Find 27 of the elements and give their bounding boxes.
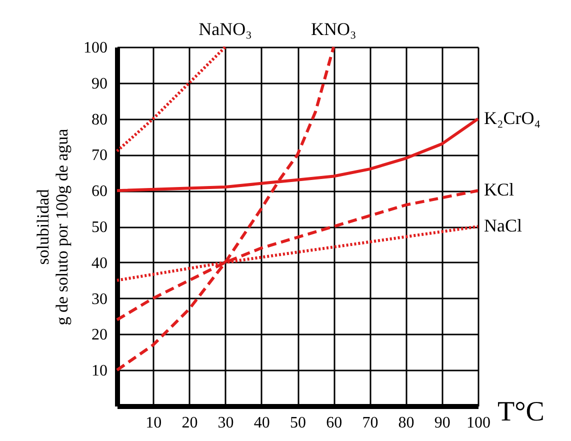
x-tick-label: 60 [326, 414, 342, 432]
x-tick-label: 10 [146, 414, 162, 432]
x-tick-label: 90 [434, 414, 450, 432]
y-tick-label: 100 [84, 40, 108, 56]
y-tick-label: 50 [92, 219, 108, 236]
x-tick-label: 40 [254, 414, 270, 432]
y-tick-label: 60 [92, 183, 108, 200]
series-label: K₂CrO₄ [484, 108, 541, 128]
y-tick-label: 80 [92, 111, 108, 128]
x-tick-label: 20 [182, 414, 198, 432]
y-tick-label: 20 [92, 326, 108, 344]
series-label: KCl [484, 180, 514, 200]
y-tick-label: 40 [92, 254, 108, 272]
series-label: KNO₃ [310, 19, 356, 39]
y-tick-label: 90 [92, 75, 108, 92]
x-tick-label: 70 [362, 414, 378, 432]
x-tick-label: 100 [466, 414, 490, 432]
x-axis-title: T°C [498, 396, 544, 428]
series-label: NaNO₃ [198, 19, 252, 39]
x-tick-label: 30 [218, 414, 234, 432]
y-axis-title: solubilidad g de soluto por 100g de agua [34, 128, 72, 326]
y-tick-label: 70 [92, 147, 108, 164]
series-label: NaCl [484, 216, 522, 236]
x-tick-label: 80 [398, 414, 414, 432]
y-tick-label: 30 [92, 290, 108, 308]
y-tick-label: 10 [92, 362, 108, 380]
x-tick-label: 50 [290, 414, 306, 432]
